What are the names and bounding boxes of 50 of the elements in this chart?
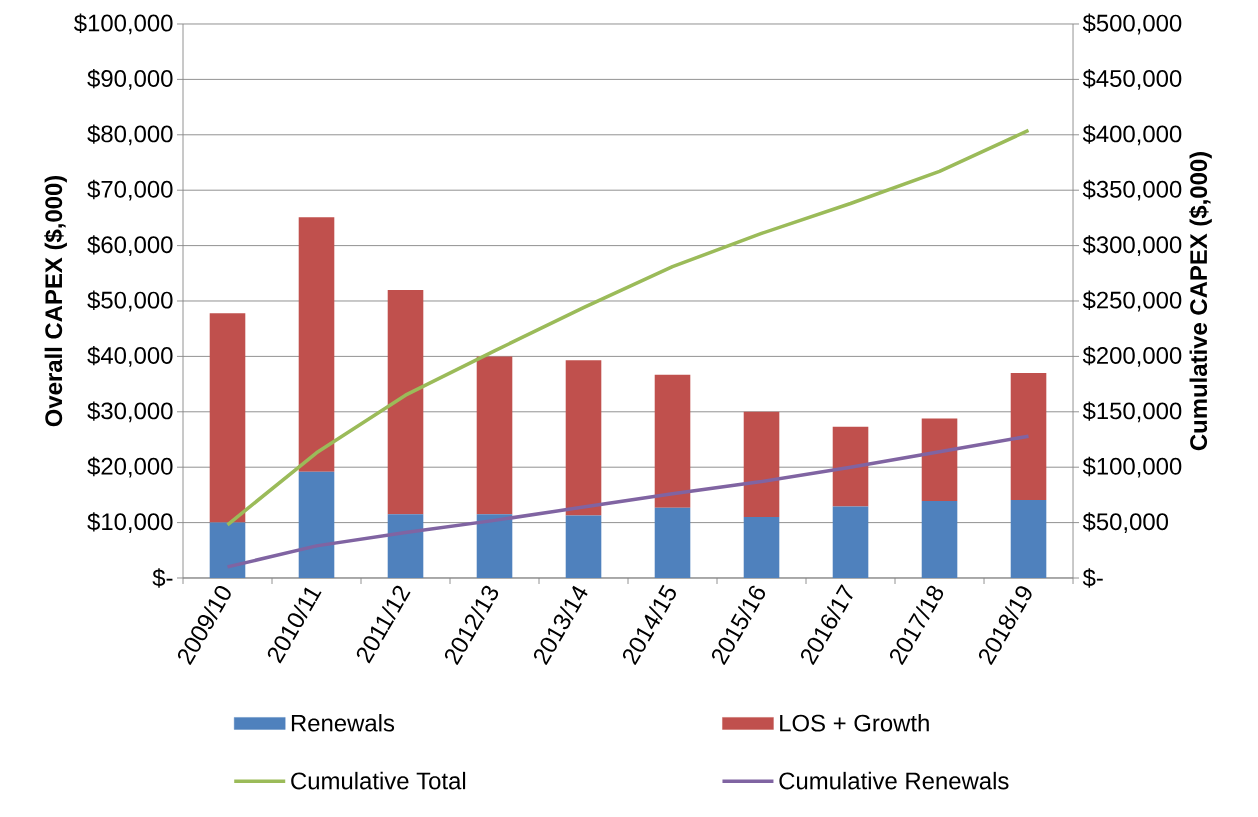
bar (654, 374, 691, 508)
y2-tick-label: $300,000 (1082, 235, 1182, 256)
line-series (225, 128, 1031, 527)
legend-label: Cumulative Renewals (779, 771, 1009, 790)
legend-label: Cumulative Total (291, 771, 466, 790)
bar (565, 515, 602, 578)
line-series (225, 434, 1031, 569)
y-tick-label: $100,000 (74, 13, 173, 35)
y2-tick-label: $200,000 (1082, 346, 1182, 367)
bar (1010, 499, 1047, 578)
bar (654, 507, 691, 578)
y2-tick-label: $100,000 (1082, 456, 1182, 478)
y-tick-label: $60,000 (87, 235, 173, 256)
y-tick-label: $70,000 (87, 179, 173, 201)
y-tick-label: $50,000 (87, 290, 173, 312)
legend-label: LOS + Growth (780, 714, 929, 732)
bar (565, 360, 602, 516)
y-tick-label: $80,000 (87, 124, 173, 146)
y2-tick-label: $- (1082, 568, 1103, 588)
y-axis-title: Overall CAPEX ($,000) (44, 175, 67, 427)
y2-tick-label: $450,000 (1082, 69, 1182, 90)
bar (387, 514, 424, 578)
bar (209, 522, 246, 578)
bar (921, 500, 958, 578)
bar (298, 217, 335, 472)
y2-tick-label: $50,000 (1082, 512, 1169, 533)
bar (209, 313, 246, 523)
y2-axis-title: Cumulative CAPEX ($,000) (1189, 152, 1212, 451)
bar (832, 426, 869, 507)
y-tick-label: $40,000 (87, 346, 173, 367)
y-tick-label: $20,000 (87, 456, 173, 478)
y-tick-label: $10,000 (87, 512, 173, 533)
y2-tick-label: $500,000 (1082, 13, 1182, 35)
y-tick-label: $30,000 (87, 401, 173, 423)
legend-label: Renewals (291, 714, 395, 732)
bar (298, 471, 335, 578)
y2-tick-label: $350,000 (1082, 179, 1182, 201)
y-tick-label: $- (152, 568, 173, 588)
y2-tick-label: $150,000 (1082, 401, 1182, 423)
y-tick-label: $90,000 (87, 69, 173, 90)
bar (832, 506, 869, 578)
bar (476, 514, 513, 578)
bar (743, 517, 780, 578)
bar (476, 356, 513, 515)
y2-tick-label: $250,000 (1082, 290, 1182, 312)
bar (1010, 373, 1047, 500)
bar (387, 289, 424, 515)
bar (743, 411, 780, 518)
y2-tick-label: $400,000 (1082, 124, 1182, 146)
bar (921, 418, 958, 501)
